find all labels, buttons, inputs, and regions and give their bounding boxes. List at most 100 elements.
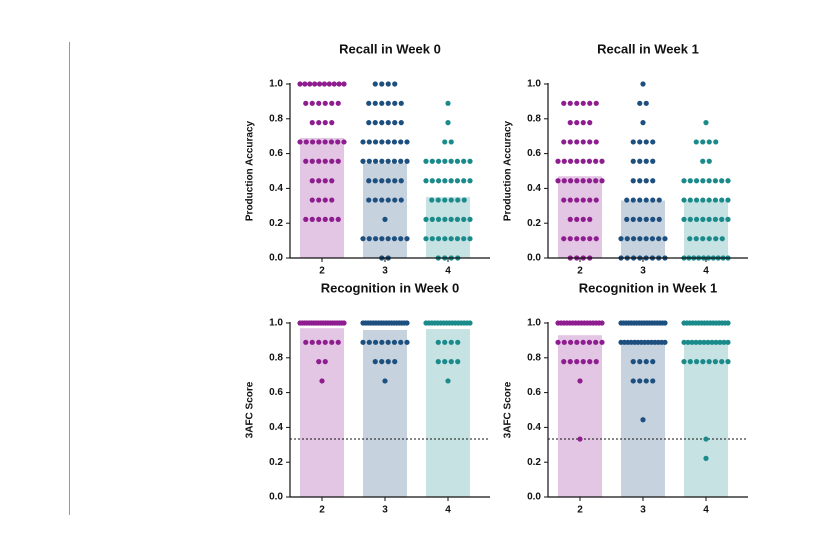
data-point [379, 81, 385, 87]
data-point [372, 339, 379, 345]
data-point [700, 216, 706, 222]
data-point [379, 139, 385, 145]
data-point [309, 100, 315, 106]
data-point [712, 178, 719, 184]
data-point [379, 197, 385, 203]
data-point [309, 216, 315, 222]
data-point [580, 339, 586, 345]
x-tick-label: 4 [445, 266, 451, 277]
data-point [574, 178, 580, 184]
y-tick-label: 0.6 [527, 148, 541, 159]
data-point [681, 197, 687, 203]
y-axis-label: Production Accuracy [503, 120, 514, 221]
data-point [307, 81, 313, 87]
data-point [454, 178, 461, 184]
data-point [392, 178, 398, 184]
data-point [423, 216, 429, 222]
data-point [297, 139, 303, 145]
data-point [366, 100, 372, 106]
data-point [637, 236, 643, 242]
data-point [454, 158, 461, 164]
data-point [316, 178, 322, 184]
data-point [567, 339, 574, 345]
data-point [442, 216, 448, 222]
data-point [643, 158, 649, 164]
data-point [706, 216, 712, 222]
data-point [379, 178, 385, 184]
data-point [398, 100, 404, 106]
data-point [706, 178, 712, 184]
data-point [445, 120, 451, 126]
data-point [316, 158, 322, 164]
data-point [336, 81, 342, 87]
y-tick-label: 0.2 [527, 218, 541, 229]
data-point [574, 216, 580, 222]
data-point [713, 139, 719, 145]
data-point [454, 216, 461, 222]
data-point [643, 197, 649, 203]
data-point [442, 197, 448, 203]
data-point [703, 120, 709, 126]
data-point [577, 436, 583, 442]
data-point [587, 139, 593, 145]
data-point [561, 178, 567, 184]
data-point [319, 378, 325, 384]
data-point [391, 236, 398, 242]
y-tick-label: 1.0 [269, 79, 283, 90]
data-point [719, 236, 725, 242]
y-tick-label: 0.8 [269, 113, 283, 124]
data-point [398, 139, 404, 145]
data-point [385, 120, 391, 126]
data-point [712, 216, 719, 222]
data-point [404, 320, 410, 326]
data-point [709, 339, 715, 345]
data-point [650, 158, 656, 164]
data-point [580, 158, 586, 164]
data-point [650, 378, 656, 384]
data-point [429, 216, 435, 222]
data-point [650, 178, 656, 184]
data-point [567, 216, 573, 222]
data-point [580, 120, 586, 126]
data-point [555, 339, 561, 345]
data-point [700, 236, 706, 242]
data-point [423, 236, 429, 242]
data-point [461, 197, 467, 203]
data-point [586, 178, 593, 184]
data-point [302, 81, 308, 87]
data-point [643, 378, 649, 384]
data-point [372, 139, 379, 145]
data-point [442, 158, 448, 164]
data-point [719, 359, 725, 365]
data-point [630, 216, 636, 222]
data-point [309, 339, 315, 345]
data-point [379, 359, 385, 365]
data-point [650, 216, 656, 222]
panel-title: Recognition in Week 0 [321, 280, 459, 295]
y-tick-label: 1.0 [527, 318, 541, 329]
data-point [587, 120, 593, 126]
bar [426, 197, 470, 258]
data-point [322, 359, 328, 365]
data-point [567, 359, 573, 365]
data-point [322, 216, 328, 222]
y-tick-label: 0.6 [527, 387, 541, 398]
data-point [331, 81, 337, 87]
data-point [618, 236, 624, 242]
data-point [366, 178, 372, 184]
data-point [567, 158, 574, 164]
data-point [448, 139, 454, 145]
data-point [448, 178, 454, 184]
data-point [316, 100, 322, 106]
data-point [435, 339, 441, 345]
data-point [567, 236, 573, 242]
y-axis-label: 3AFC Score [503, 381, 514, 438]
data-point [335, 339, 341, 345]
data-point [455, 359, 461, 365]
data-point [586, 158, 593, 164]
data-point [630, 158, 636, 164]
data-point [385, 236, 391, 242]
data-point [329, 339, 335, 345]
data-point [725, 178, 731, 184]
data-point [574, 139, 580, 145]
